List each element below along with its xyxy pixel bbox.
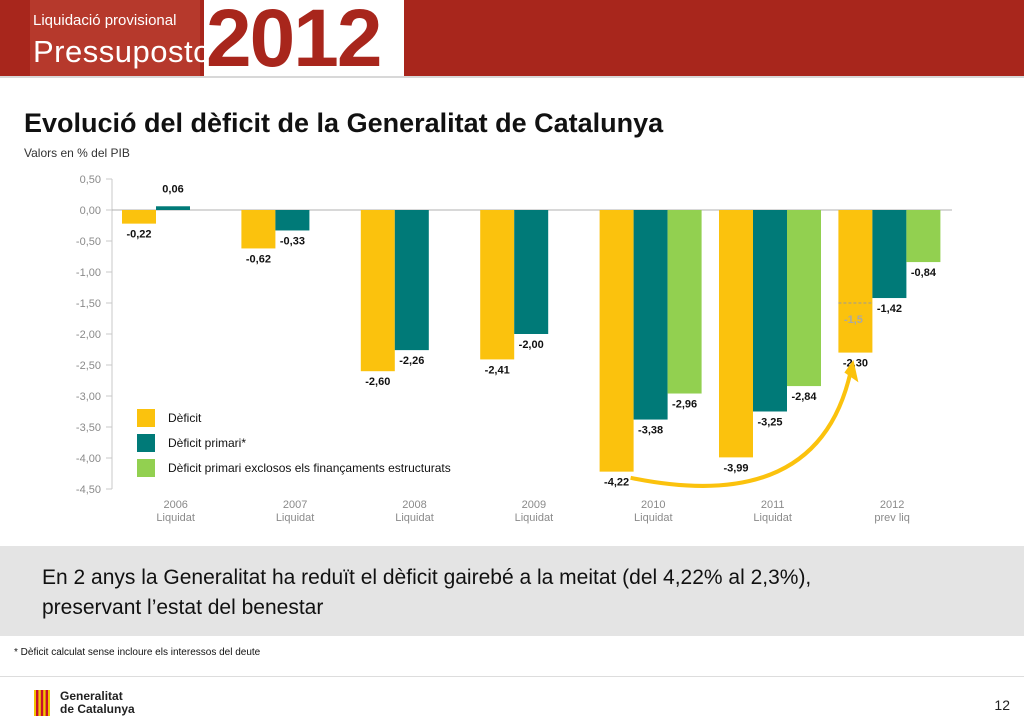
header-divider [0, 76, 1024, 78]
bar-deficit [122, 210, 156, 224]
data-label: -2,41 [485, 364, 510, 376]
footer-org: Generalitat de Catalunya [60, 690, 135, 716]
bar-primary [633, 210, 668, 420]
footer-bar [0, 676, 1024, 725]
header-title: Pressupostos [33, 34, 227, 69]
header-year: 2012 [206, 0, 382, 84]
data-label: -2,26 [399, 355, 424, 367]
trend-arrow [630, 367, 854, 488]
x-tick-label: 2007 [283, 499, 307, 511]
y-tick-label: -2,50 [76, 360, 101, 372]
bar-deficit [719, 210, 753, 458]
footer-org-line-1: Generalitat [60, 689, 123, 703]
bar-structural [667, 210, 702, 394]
data-label: -2,60 [365, 376, 390, 388]
x-tick-label: Liquidat [276, 512, 315, 524]
y-tick-label: -3,50 [76, 422, 101, 434]
x-tick-label: 2009 [522, 499, 546, 511]
legend-swatch [137, 459, 155, 477]
message-box [0, 546, 1024, 636]
header-pretitle: Liquidació provisional [33, 12, 177, 29]
legend-label: Dèficit primari* [168, 436, 246, 450]
y-tick-label: 0,00 [80, 205, 101, 217]
trend-arrow-head [844, 360, 859, 383]
x-tick-label: 2012 [880, 499, 904, 511]
footnote: * Dèficit calculat sense incloure els in… [14, 647, 261, 658]
chart-units: Valors en % del PIB [24, 146, 130, 160]
data-label: 0,06 [162, 183, 183, 195]
data-label: -2,30 [843, 358, 868, 370]
bar-deficit [599, 210, 634, 472]
y-tick-label: -4,50 [76, 484, 101, 496]
data-label: -0,84 [911, 267, 937, 279]
generalitat-logo-icon [34, 690, 50, 716]
data-label: -0,62 [246, 253, 271, 265]
x-tick-label: Liquidat [515, 512, 554, 524]
x-tick-label: 2010 [641, 499, 665, 511]
bar-deficit [360, 210, 395, 372]
legend-label: Dèficit primari exclosos els finançament… [168, 461, 451, 475]
data-label: -3,38 [638, 425, 663, 437]
bar-primary [275, 210, 310, 231]
y-tick-label: 0,50 [80, 174, 101, 186]
bar-primary [394, 210, 429, 351]
legend-label: Dèficit [168, 411, 202, 425]
data-label: -1,42 [877, 303, 902, 315]
legend-swatch [137, 434, 155, 452]
bar-primary [514, 210, 549, 334]
x-tick-label: Liquidat [753, 512, 792, 524]
x-tick-label: 2011 [761, 499, 785, 511]
x-tick-label: Liquidat [634, 512, 673, 524]
x-tick-label: prev liq [874, 512, 909, 524]
bar-structural [787, 210, 821, 387]
data-label: -2,00 [519, 339, 544, 351]
bar-deficit [838, 210, 873, 353]
header-tab [30, 0, 200, 76]
data-label: -4,22 [604, 477, 629, 489]
target-label: -1,5 [844, 314, 863, 326]
x-tick-label: Liquidat [395, 512, 434, 524]
page-number: 12 [994, 697, 1010, 713]
data-label: -0,33 [280, 235, 305, 247]
bar-structural [906, 210, 941, 263]
bar-deficit [480, 210, 515, 360]
data-label: -3,99 [723, 462, 748, 474]
data-label: -2,84 [791, 391, 817, 403]
bar-primary [156, 206, 190, 210]
y-tick-label: -1,00 [76, 267, 101, 279]
bar-deficit [241, 210, 276, 249]
header-year-box [204, 0, 404, 76]
y-tick-label: -4,00 [76, 453, 101, 465]
x-tick-label: 2008 [402, 499, 426, 511]
message-line-2: preservant l’estat del benestar [42, 596, 324, 619]
data-label: -2,96 [672, 399, 697, 411]
footer-org-line-2: de Catalunya [60, 702, 135, 716]
bar-primary [753, 210, 787, 412]
message-line-1: En 2 anys la Generalitat ha reduït el dè… [42, 566, 812, 589]
data-label: -0,22 [126, 229, 151, 241]
legend-swatch [137, 409, 155, 427]
y-tick-label: -3,00 [76, 391, 101, 403]
bar-primary [872, 210, 907, 299]
y-tick-label: -0,50 [76, 236, 101, 248]
y-tick-label: -1,50 [76, 298, 101, 310]
x-tick-label: 2006 [163, 499, 187, 511]
x-tick-label: Liquidat [156, 512, 195, 524]
y-tick-label: -2,00 [76, 329, 101, 341]
deficit-chart: 0,50 0,00 -0,50 -1,00 -1,50 -2,00 -2,50 -3,00 -3… [76, 174, 952, 524]
slide-title: Evolució del dèficit de la Generalitat d… [24, 108, 664, 138]
data-label: -3,25 [757, 417, 782, 429]
